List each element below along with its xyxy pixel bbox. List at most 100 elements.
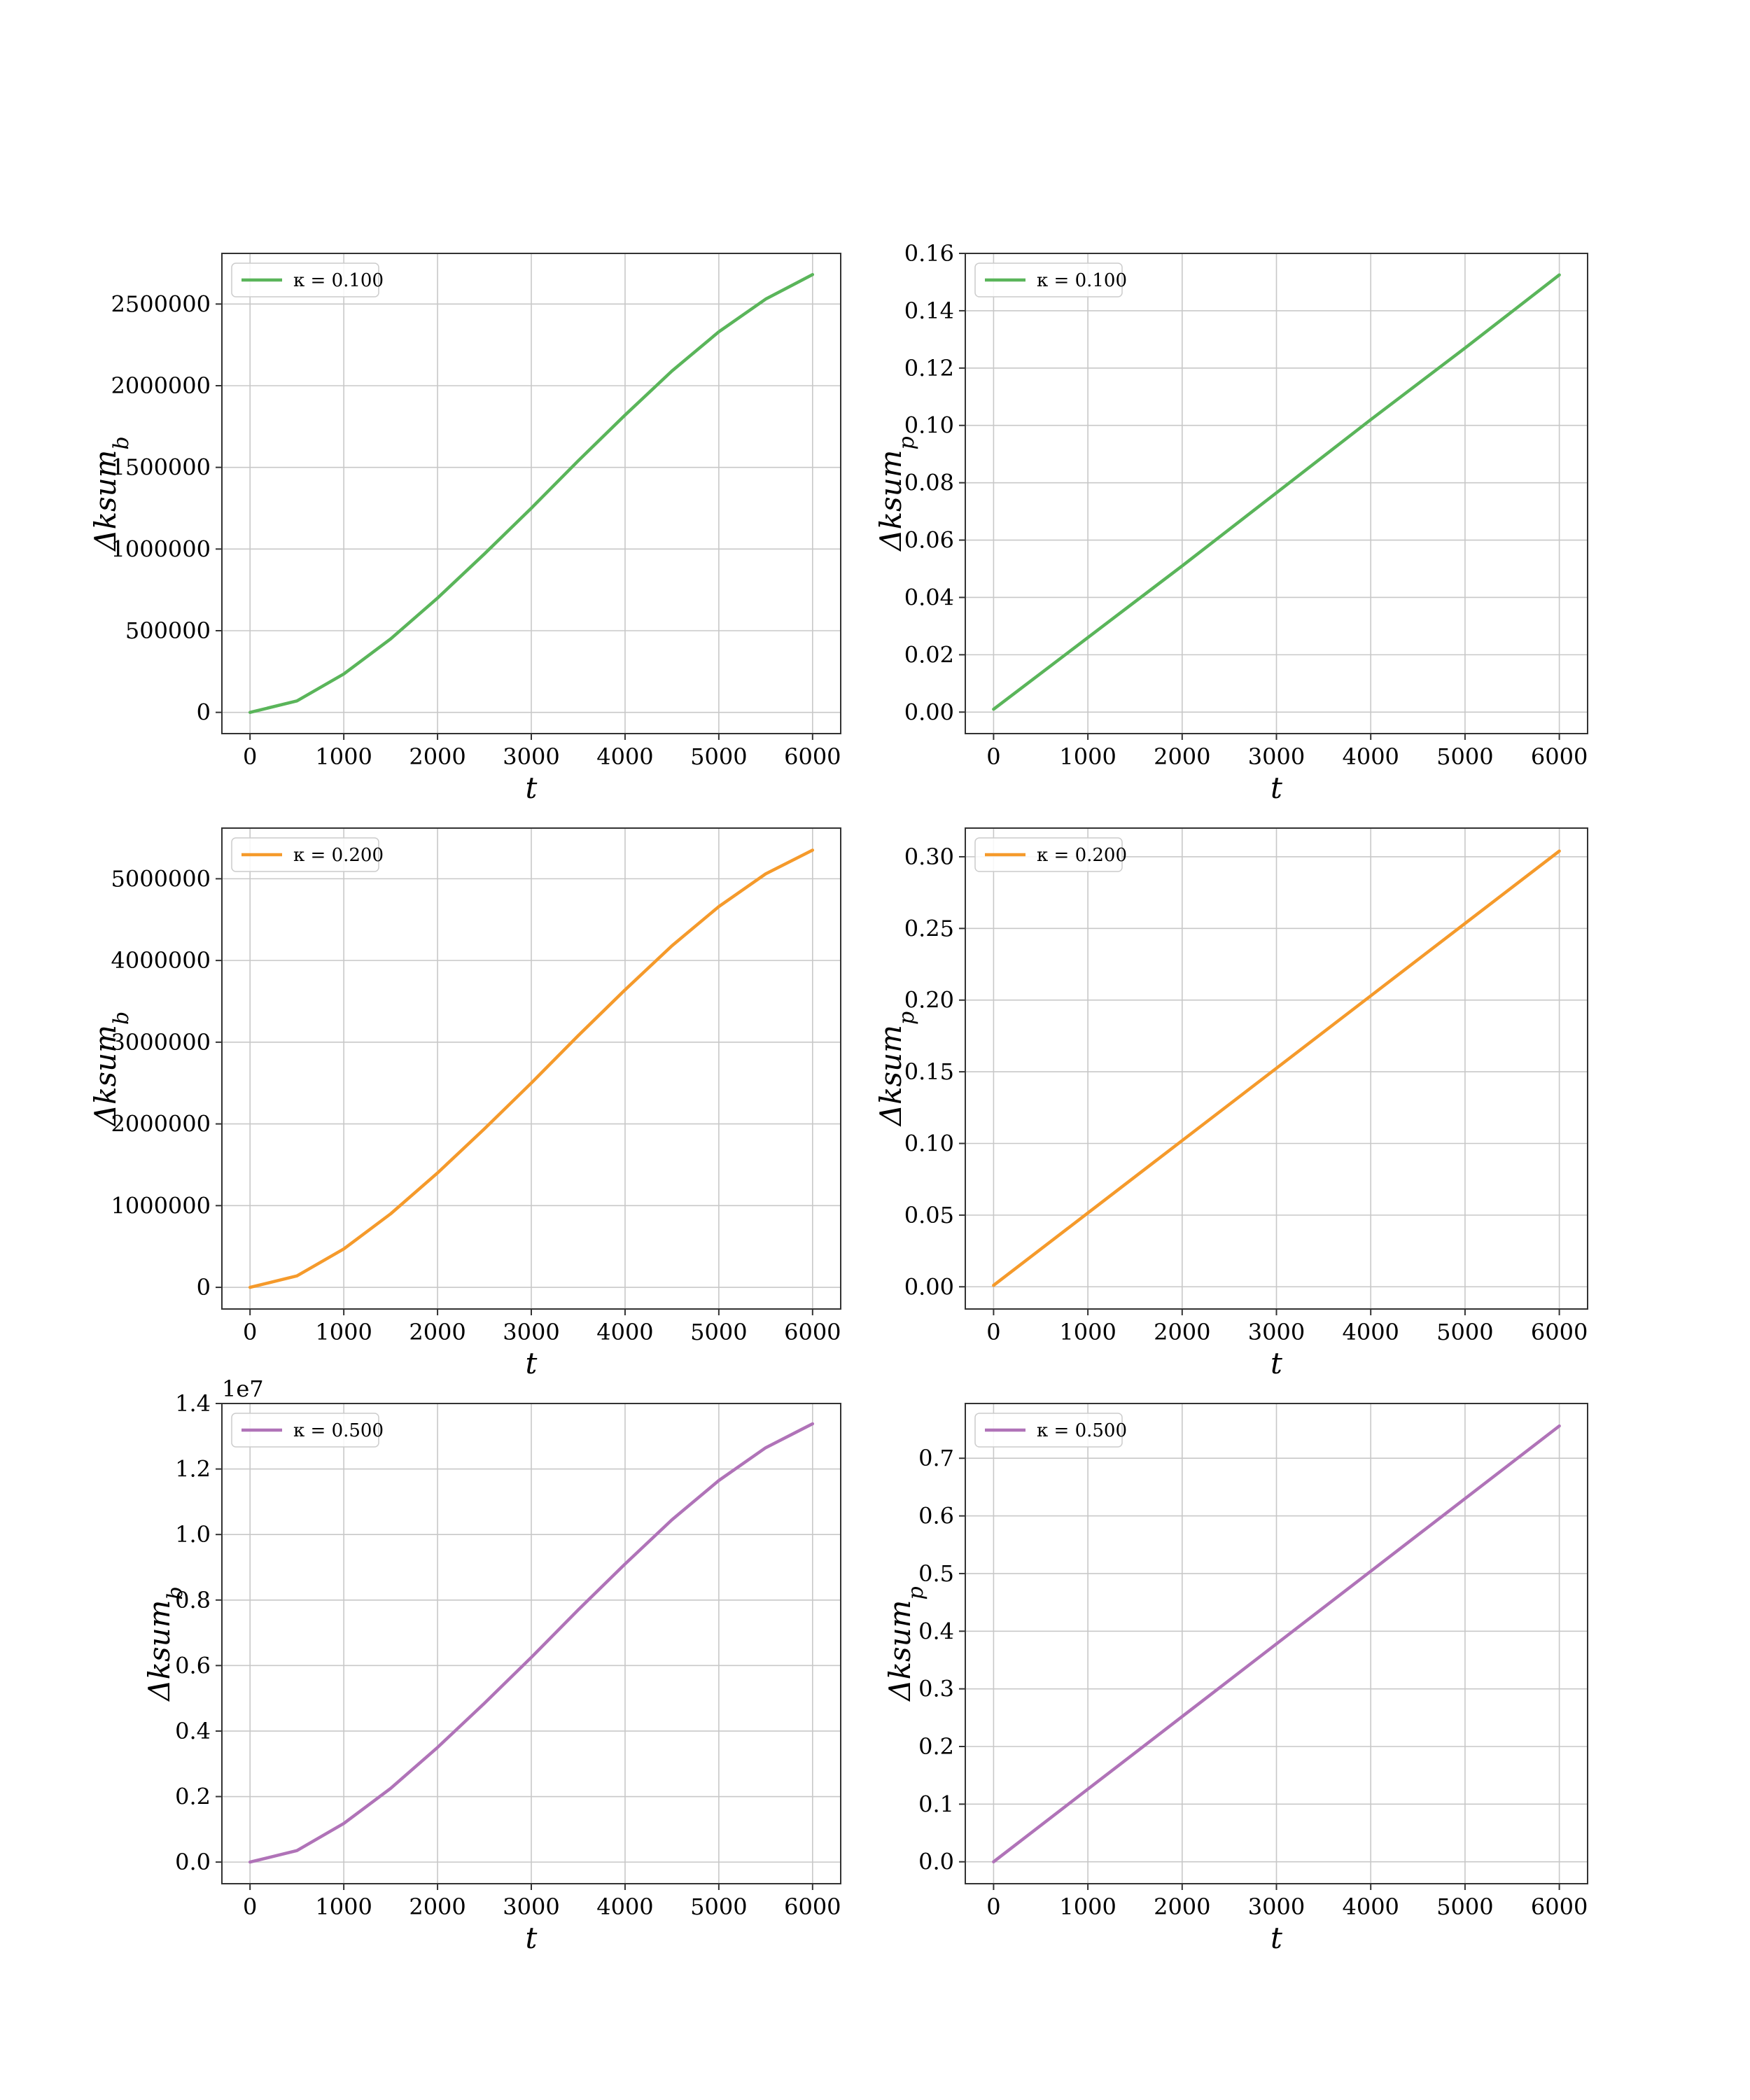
y-tick-label: 5000000 [111, 865, 211, 892]
x-axis-title: t [1270, 1346, 1282, 1380]
x-tick-label: 4000 [596, 1319, 653, 1345]
y-axis-title: Δksumb [88, 436, 134, 552]
y-tick-label: 4000000 [111, 947, 211, 974]
x-tick-label: 5000 [690, 1893, 747, 1920]
legend-box [231, 1413, 379, 1448]
x-tick-label: 5000 [690, 743, 747, 770]
legend-label: κ = 0.100 [1037, 270, 1127, 291]
x-tick-label: 6000 [1531, 1319, 1588, 1345]
x-axis-title: t [526, 771, 538, 805]
x-tick-label: 5000 [1436, 1893, 1493, 1920]
y-tick-label: 0.2 [175, 1784, 211, 1810]
legend-box [974, 837, 1123, 872]
chart-panel: 0 1000 2000 3000 4000 5000 6000 0.0 0.1 0.2 0.3 0.4… [883, 1403, 1588, 1955]
y-tick-label: 0.20 [904, 987, 954, 1014]
x-axis-title: t [526, 1346, 538, 1380]
legend-box [974, 262, 1123, 298]
x-tick-label: 0 [986, 743, 1000, 770]
x-tick-label: 3000 [1248, 1319, 1305, 1345]
x-tick-label: 2000 [1154, 1893, 1210, 1920]
y-tick-label: 0.7 [918, 1445, 954, 1471]
x-tick-label: 2000 [1154, 743, 1210, 770]
series-line [992, 849, 1561, 1287]
y-tick-label: 1.0 [175, 1521, 211, 1548]
y-tick-label: 0.08 [904, 470, 954, 496]
y-tick-label: 1500000 [111, 454, 211, 481]
y-tick-label: 0.5 [918, 1560, 954, 1587]
x-tick-label: 0 [243, 1893, 257, 1920]
y-tick-label: 2500000 [111, 290, 211, 317]
x-tick-label: 1000 [315, 1319, 372, 1345]
y-tick-label: 0.04 [904, 584, 954, 610]
y-tick-label: 1000000 [111, 1192, 211, 1219]
chart-panel: 0 1000 2000 3000 4000 5000 6000 0.00 0.02 0.04 0.0… [874, 240, 1588, 805]
y-tick-label: 0.2 [918, 1733, 954, 1760]
y-tick-label: 0.12 [904, 355, 954, 382]
y-tick-label: 0.1 [918, 1791, 954, 1817]
y-tick-label: 0.06 [904, 527, 954, 554]
y-tick-label: 0.16 [904, 240, 954, 267]
y-tick-label: 0.14 [904, 298, 954, 324]
x-tick-label: 4000 [1342, 1319, 1399, 1345]
y-tick-label: 0.6 [175, 1652, 211, 1679]
legend-label: κ = 0.200 [1037, 845, 1127, 866]
x-tick-label: 3000 [1248, 1893, 1305, 1920]
legend-label: κ = 0.200 [293, 845, 384, 866]
x-tick-label: 1000 [315, 743, 372, 770]
x-tick-label: 2000 [409, 743, 465, 770]
x-tick-label: 5000 [1436, 743, 1493, 770]
y-tick-label: 0.0 [918, 1849, 954, 1875]
y-axis-title: Δksumb [88, 1011, 134, 1127]
x-tick-label: 6000 [784, 1893, 841, 1920]
chart-panel: 0 1000 2000 3000 4000 5000 6000 0 1000000 2000000… [88, 827, 841, 1380]
x-tick-label: 0 [243, 743, 257, 770]
x-tick-label: 1000 [1059, 743, 1116, 770]
x-tick-label: 6000 [784, 743, 841, 770]
x-tick-label: 0 [986, 1319, 1000, 1345]
legend: κ = 0.500 [974, 1413, 1127, 1448]
x-tick-label: 3000 [503, 1893, 559, 1920]
y-tick-label: 0.0 [175, 1849, 211, 1875]
x-tick-label: 4000 [596, 1893, 653, 1920]
x-tick-label: 4000 [596, 743, 653, 770]
series-line [992, 1424, 1561, 1863]
x-axis-title: t [1270, 1921, 1282, 1955]
x-tick-label: 5000 [690, 1319, 747, 1345]
chart-panel: 0 1000 2000 3000 4000 5000 6000 0.0 0.2 0.4 0.6 0.8… [142, 1376, 841, 1955]
x-tick-label: 6000 [784, 1319, 841, 1345]
y-tick-label: 0.02 [904, 641, 954, 668]
x-tick-label: 3000 [503, 1319, 559, 1345]
x-axis-title: t [526, 1921, 538, 1955]
y-tick-label: 0.15 [904, 1058, 954, 1085]
legend-label: κ = 0.100 [293, 270, 384, 291]
x-tick-label: 1000 [1059, 1893, 1116, 1920]
y-axis-title: Δksump [883, 1586, 928, 1702]
legend-box [231, 262, 379, 298]
x-tick-label: 2000 [409, 1893, 465, 1920]
y-axis-title: Δksump [874, 1011, 919, 1127]
y-tick-label: 0.4 [918, 1618, 954, 1644]
y-tick-label: 0.10 [904, 412, 954, 439]
x-tick-label: 0 [243, 1319, 257, 1345]
x-tick-label: 4000 [1342, 1893, 1399, 1920]
y-tick-label: 0.00 [904, 1273, 954, 1300]
series-line [248, 273, 815, 714]
x-tick-label: 1000 [315, 1893, 372, 1920]
y-tick-label: 2000000 [111, 372, 211, 399]
x-tick-label: 1000 [1059, 1319, 1116, 1345]
y-tick-label: 0 [197, 699, 211, 726]
y-offset-text: 1e7 [222, 1376, 264, 1402]
y-tick-label: 1.2 [175, 1456, 211, 1483]
y-tick-label: 0.4 [175, 1718, 211, 1744]
legend: κ = 0.200 [231, 837, 384, 872]
legend-box [974, 1413, 1123, 1448]
y-tick-label: 0.25 [904, 915, 954, 941]
x-tick-label: 6000 [1531, 1893, 1588, 1920]
y-axis-title: Δksumb [142, 1586, 188, 1702]
legend-label: κ = 0.500 [1037, 1420, 1127, 1441]
y-tick-label: 0.00 [904, 699, 954, 725]
legend: κ = 0.200 [974, 837, 1127, 872]
x-tick-label: 4000 [1342, 743, 1399, 770]
y-tick-label: 0.6 [918, 1503, 954, 1530]
